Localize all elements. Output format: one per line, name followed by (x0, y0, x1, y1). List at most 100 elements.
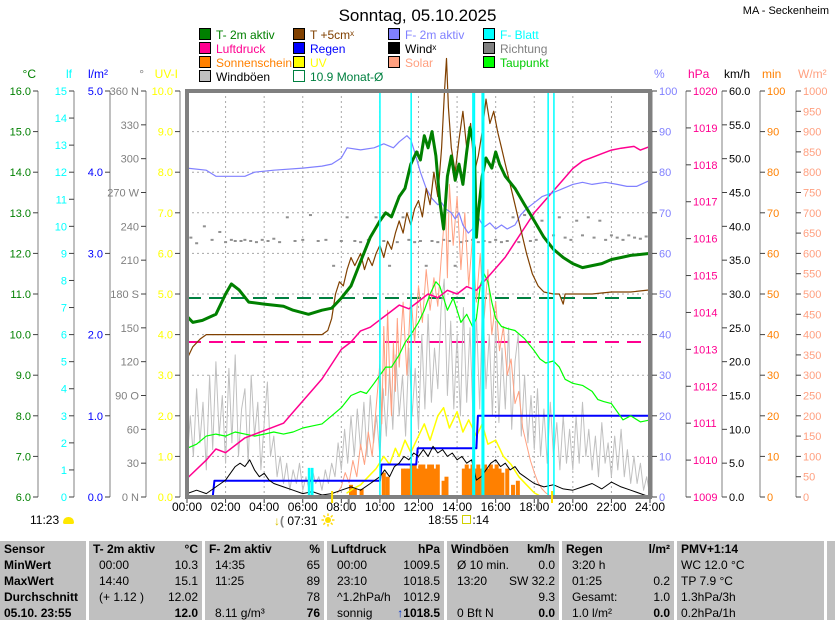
axis-tick-label: 1016 (693, 234, 717, 246)
sun-icon (321, 513, 335, 527)
table-row-label: Durchschnitt (4, 590, 79, 604)
table-cell-row: Gesamt: 1.0 (572, 590, 670, 604)
axis-tick-label: 50 (659, 289, 671, 301)
legend-label: 10.9 Monat-Ø (310, 70, 384, 84)
moon-left-time-label: 11:23 (30, 513, 60, 527)
x-tick-label: 06:00 (288, 500, 318, 514)
axis-unit-label: l/m² (88, 67, 108, 81)
axis-tick-label: 1000 (803, 86, 827, 98)
table-cell-row: (+ 1.12 ) 12.02 (99, 590, 198, 604)
weather-chart: °C6.07.08.09.010.011.012.013.014.015.016… (10, 57, 827, 514)
axis-unit-label: °C (23, 67, 37, 81)
axis-tick-label: 300 (121, 154, 139, 166)
table-col-header: Windböen km/h (451, 542, 555, 556)
legend-item-luftdruck: Luftdruck (199, 42, 265, 56)
axis-tick-label: 6 (61, 330, 67, 342)
axis-tick-label: 55.0 (729, 120, 750, 132)
table-cell-row: Ø 10 min. 0.0 (457, 558, 555, 572)
sensor-summary-table: Sensor MinWert MaxWert Durchschnitt 05.10. 2… (0, 541, 835, 620)
table-cell-row: 0.2hPa/1h (681, 606, 736, 620)
table-col-header: Luftdruck hPa (331, 542, 440, 556)
axis-tick-label: 2.0 (158, 411, 173, 423)
series-luftdruck (186, 145, 651, 480)
table-col-pmv-1-14: PMV+1:14 WC 12.0 °C TP 7.9 °C 1.3hPa/3h 0.2h… (677, 541, 824, 620)
table-cell-row: 00:00 10.3 (99, 558, 198, 572)
axis-tick-label: 3.0 (158, 370, 173, 382)
x-tick-label: 18:00 (519, 500, 549, 514)
series-f2m (186, 135, 651, 234)
sunset-group: 18:55 :14 (428, 513, 489, 527)
astro-markers (331, 491, 553, 510)
axis-tick-label: 40 (659, 330, 671, 342)
axis-tick-label: 150 (121, 323, 139, 335)
axis-tick-label: 100 (659, 86, 677, 98)
legend-label: Sonnenschein (216, 56, 293, 70)
table-cell-row: ^1.2hPa/h 1012.9 (337, 590, 440, 604)
axis-unit-label: km/h (724, 67, 750, 81)
axis-tick-label: 13.0 (10, 208, 31, 220)
axis-tick-label: 15.0 (729, 391, 750, 403)
legend-item-f-blatt: F- Blatt (483, 28, 539, 42)
axis-tick-label: 7 (61, 303, 67, 315)
legend-swatch (199, 28, 211, 40)
axis-tick-label: 50 (767, 289, 779, 301)
moonrise-time-label: :14 (472, 513, 490, 527)
axis-tick-label: 5.0 (88, 86, 103, 98)
axis-tick-label: 30 (767, 370, 779, 382)
table-col-header: PMV+1:14 (681, 542, 739, 556)
axis-tick-label: 0 (61, 492, 67, 504)
legend-swatch (293, 42, 305, 54)
axis-tick-label: 350 (803, 350, 821, 362)
legend-label: UV (310, 56, 327, 70)
series-richtung (189, 214, 648, 267)
axis-tick-label: 13 (55, 140, 67, 152)
axis-tick-label: 0 (767, 492, 773, 504)
table-cell-row: 00:00 1009.5 (337, 558, 440, 572)
axis-tick-label: 40 (767, 330, 779, 342)
series-t5cm (186, 57, 651, 360)
table-cell-row: sonnig ↑1018.5 (337, 606, 440, 620)
axis-tick-label: 4.0 (158, 330, 173, 342)
axis-tick-label: 8.0 (16, 411, 31, 423)
axis-unit-label: hPa (688, 67, 710, 81)
table-row-label: MaxWert (4, 574, 54, 588)
axis-tick-label: 50 (803, 472, 815, 484)
axis-tick-label: 400 (803, 330, 821, 342)
axis-tick-label: 650 (803, 228, 821, 240)
table-cell-row: 01:25 0.2 (572, 574, 670, 588)
legend-item-t-2m-aktiv: T- 2m aktiv (199, 28, 275, 42)
x-tick-label: 02:00 (211, 500, 241, 514)
axis-tick-label: 9.0 (158, 127, 173, 139)
series-wind (186, 445, 651, 498)
moonset-arrow-icon: ↓ (274, 514, 280, 528)
axis-tick-label: 0 (803, 492, 809, 504)
axis-tick-label: 210 (121, 255, 139, 267)
axis-tick-label: 10 (659, 451, 671, 463)
table-cell-row: 14:40 15.1 (99, 574, 198, 588)
series-windboeen (186, 278, 651, 498)
axis-tick-label: 35.0 (729, 255, 750, 267)
axis-tick-label: 70 (659, 208, 671, 220)
legend-item-richtung: Richtung (483, 42, 547, 56)
series-sonnenschein (348, 464, 520, 497)
axis-tick-label: 20.0 (729, 357, 750, 369)
axis-UVI: UV-I 0.0 1.0 2.0 3.0 4.0 5.0 6.0 7.0 8.0 9.0 10.0 (152, 67, 181, 504)
legend-label: Solar (405, 56, 434, 70)
axis-tick-label: 1 (61, 465, 67, 477)
axis-tick-label: 60 (767, 248, 779, 260)
axis-tick-label: 15 (55, 86, 67, 98)
axis-tick-label: 2.0 (88, 330, 103, 342)
axis-tick-label: 60 (127, 424, 139, 436)
table-col-t-2m-aktiv: T- 2m aktiv °C 00:00 10.3 14:40 15.1 (+ 1.12 )… (89, 541, 202, 620)
table-col-windb-en: Windböen km/h Ø 10 min. 0.0 13:20 SW 32.2 9.3 0… (447, 541, 559, 620)
axis-hPa: hPa 1009 1010 1011 1012 1013 1014 1015 1016 1017 1… (685, 67, 717, 504)
axis-tick-label: 2 (61, 438, 67, 450)
moon-phase-icon (462, 515, 472, 524)
axis-tick-label: 0.0 (88, 492, 103, 504)
axis-unit-label: min (762, 67, 781, 81)
table-cell-row: WC 12.0 °C (681, 558, 745, 572)
axis-tick-label: 800 (803, 167, 821, 179)
axis-tick-label: 180 S (110, 289, 139, 301)
axis-tick-label: 10 (767, 451, 779, 463)
